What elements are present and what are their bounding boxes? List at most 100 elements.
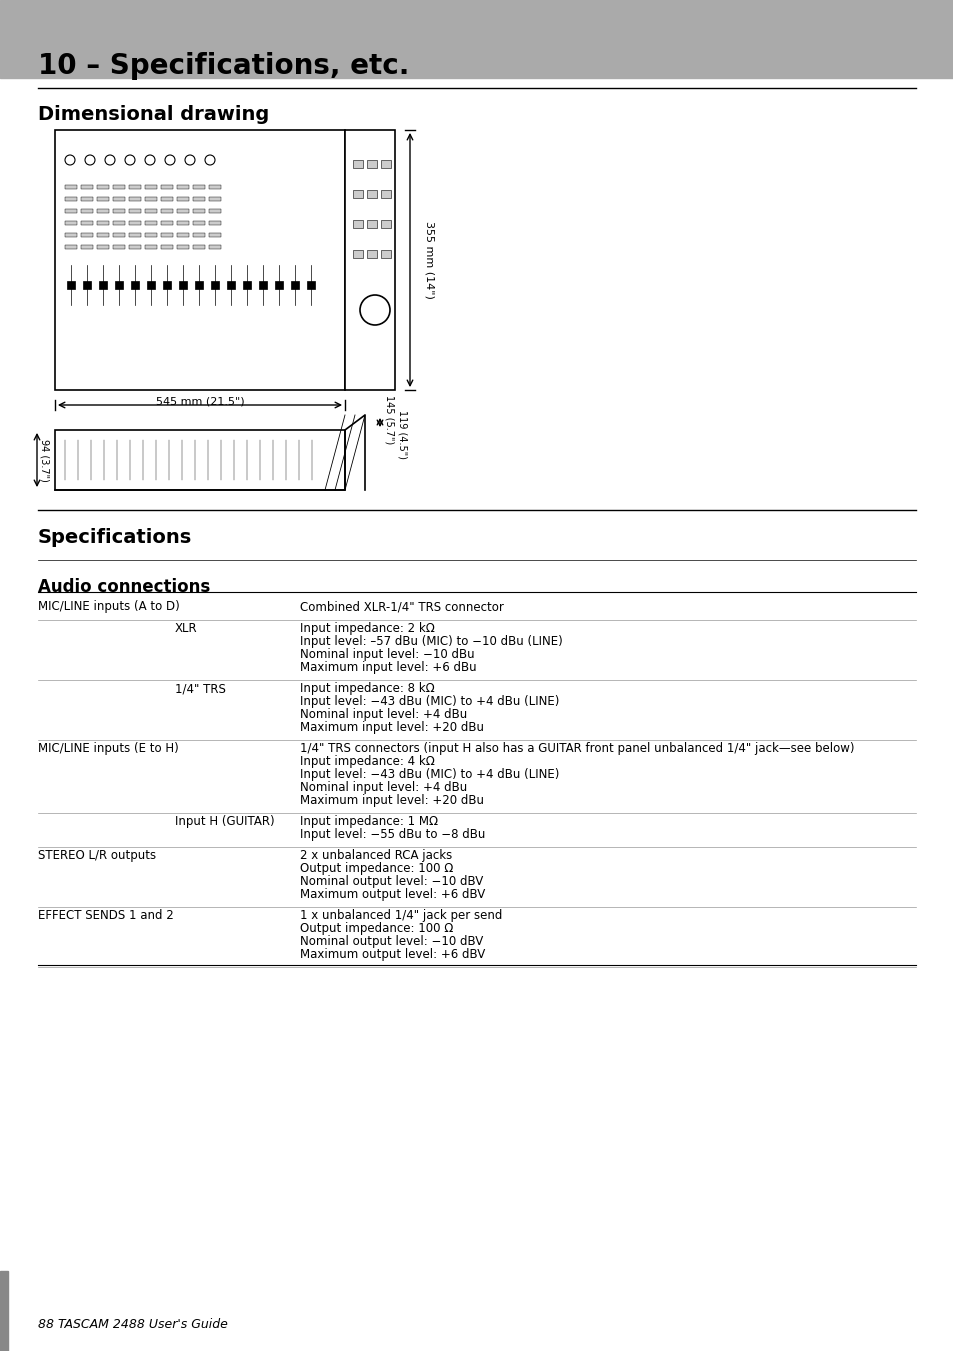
Text: Input impedance: 4 kΩ: Input impedance: 4 kΩ — [299, 755, 435, 767]
Bar — [243, 281, 251, 289]
Bar — [129, 197, 141, 201]
Text: EFFECT SENDS 1 and 2: EFFECT SENDS 1 and 2 — [38, 909, 173, 921]
Bar — [274, 281, 283, 289]
Bar — [129, 209, 141, 213]
Text: Maximum input level: +20 dBu: Maximum input level: +20 dBu — [299, 721, 483, 734]
Text: Nominal input level: −10 dBu: Nominal input level: −10 dBu — [299, 648, 475, 661]
Bar — [380, 250, 391, 258]
Bar — [65, 185, 77, 189]
Bar — [258, 281, 267, 289]
Text: Input impedance: 8 kΩ: Input impedance: 8 kΩ — [299, 682, 435, 694]
Text: 88 TASCAM 2488 User's Guide: 88 TASCAM 2488 User's Guide — [38, 1319, 228, 1331]
Text: Input impedance: 2 kΩ: Input impedance: 2 kΩ — [299, 621, 435, 635]
Text: 10 – Specifications, etc.: 10 – Specifications, etc. — [38, 51, 409, 80]
Bar — [177, 232, 189, 236]
Bar — [367, 220, 376, 228]
Bar — [291, 281, 298, 289]
Bar — [97, 209, 109, 213]
Text: Maximum input level: +6 dBu: Maximum input level: +6 dBu — [299, 661, 476, 674]
Text: Nominal input level: +4 dBu: Nominal input level: +4 dBu — [299, 708, 467, 721]
Bar — [193, 245, 205, 249]
Bar — [353, 190, 363, 199]
Text: Specifications: Specifications — [38, 528, 193, 547]
Bar — [81, 222, 92, 226]
Bar — [67, 281, 75, 289]
Bar — [193, 197, 205, 201]
Text: Input level: –57 dBu (MIC) to −10 dBu (LINE): Input level: –57 dBu (MIC) to −10 dBu (L… — [299, 635, 562, 648]
Bar — [161, 185, 172, 189]
Bar — [97, 245, 109, 249]
Bar — [81, 197, 92, 201]
Text: 355 mm (14"): 355 mm (14") — [424, 222, 435, 299]
Text: 545 mm (21.5"): 545 mm (21.5") — [155, 397, 244, 407]
Text: Dimensional drawing: Dimensional drawing — [38, 105, 269, 124]
Bar — [380, 159, 391, 168]
Text: 1/4" TRS connectors (input H also has a GUITAR front panel unbalanced 1/4" jack—: 1/4" TRS connectors (input H also has a … — [299, 742, 854, 755]
Text: Output impedance: 100 Ω: Output impedance: 100 Ω — [299, 921, 453, 935]
Text: Input level: −43 dBu (MIC) to +4 dBu (LINE): Input level: −43 dBu (MIC) to +4 dBu (LI… — [299, 767, 558, 781]
Text: 1/4" TRS: 1/4" TRS — [174, 682, 226, 694]
Text: Output impedance: 100 Ω: Output impedance: 100 Ω — [299, 862, 453, 875]
Text: Nominal input level: +4 dBu: Nominal input level: +4 dBu — [299, 781, 467, 794]
Bar — [65, 197, 77, 201]
Bar — [380, 220, 391, 228]
Bar — [177, 245, 189, 249]
Text: Input impedance: 1 MΩ: Input impedance: 1 MΩ — [299, 815, 437, 828]
Text: Maximum input level: +20 dBu: Maximum input level: +20 dBu — [299, 794, 483, 807]
Bar — [353, 159, 363, 168]
Text: 1 x unbalanced 1/4" jack per send: 1 x unbalanced 1/4" jack per send — [299, 909, 502, 921]
Bar — [161, 232, 172, 236]
Bar — [193, 185, 205, 189]
Bar — [55, 130, 345, 390]
Bar — [115, 281, 123, 289]
Bar — [112, 222, 125, 226]
Bar — [209, 222, 221, 226]
Text: Combined XLR-1/4" TRS connector: Combined XLR-1/4" TRS connector — [299, 600, 503, 613]
Bar — [211, 281, 219, 289]
Bar — [193, 222, 205, 226]
Bar — [129, 232, 141, 236]
Bar — [193, 232, 205, 236]
Bar — [99, 281, 107, 289]
Bar — [81, 185, 92, 189]
Bar — [112, 232, 125, 236]
Bar — [367, 190, 376, 199]
Bar — [112, 185, 125, 189]
Bar — [129, 245, 141, 249]
Text: XLR: XLR — [174, 621, 197, 635]
Bar — [0, 1271, 8, 1351]
Text: Maximum output level: +6 dBV: Maximum output level: +6 dBV — [299, 888, 485, 901]
Bar — [83, 281, 91, 289]
Bar — [227, 281, 234, 289]
Bar — [112, 209, 125, 213]
Bar — [209, 232, 221, 236]
Bar — [145, 245, 157, 249]
Bar — [209, 245, 221, 249]
Text: 94 (3.7"): 94 (3.7") — [40, 439, 50, 481]
Bar — [380, 190, 391, 199]
Bar — [353, 220, 363, 228]
Bar — [55, 430, 345, 490]
Bar — [209, 197, 221, 201]
Bar — [0, 0, 953, 78]
Text: MIC/LINE inputs (A to D): MIC/LINE inputs (A to D) — [38, 600, 179, 613]
Bar — [97, 222, 109, 226]
Text: STEREO L/R outputs: STEREO L/R outputs — [38, 848, 156, 862]
Bar — [179, 281, 187, 289]
Text: Input level: −43 dBu (MIC) to +4 dBu (LINE): Input level: −43 dBu (MIC) to +4 dBu (LI… — [299, 694, 558, 708]
Bar — [345, 130, 395, 390]
Bar — [177, 197, 189, 201]
Bar — [81, 245, 92, 249]
Bar — [145, 232, 157, 236]
Bar — [367, 250, 376, 258]
Bar — [65, 232, 77, 236]
Bar — [209, 185, 221, 189]
Bar — [131, 281, 139, 289]
Bar — [161, 245, 172, 249]
Text: 145 (5.7"): 145 (5.7") — [385, 396, 395, 444]
Text: Audio connections: Audio connections — [38, 578, 210, 596]
Text: Nominal output level: −10 dBV: Nominal output level: −10 dBV — [299, 875, 483, 888]
Bar — [177, 222, 189, 226]
Bar — [307, 281, 314, 289]
Bar — [97, 232, 109, 236]
